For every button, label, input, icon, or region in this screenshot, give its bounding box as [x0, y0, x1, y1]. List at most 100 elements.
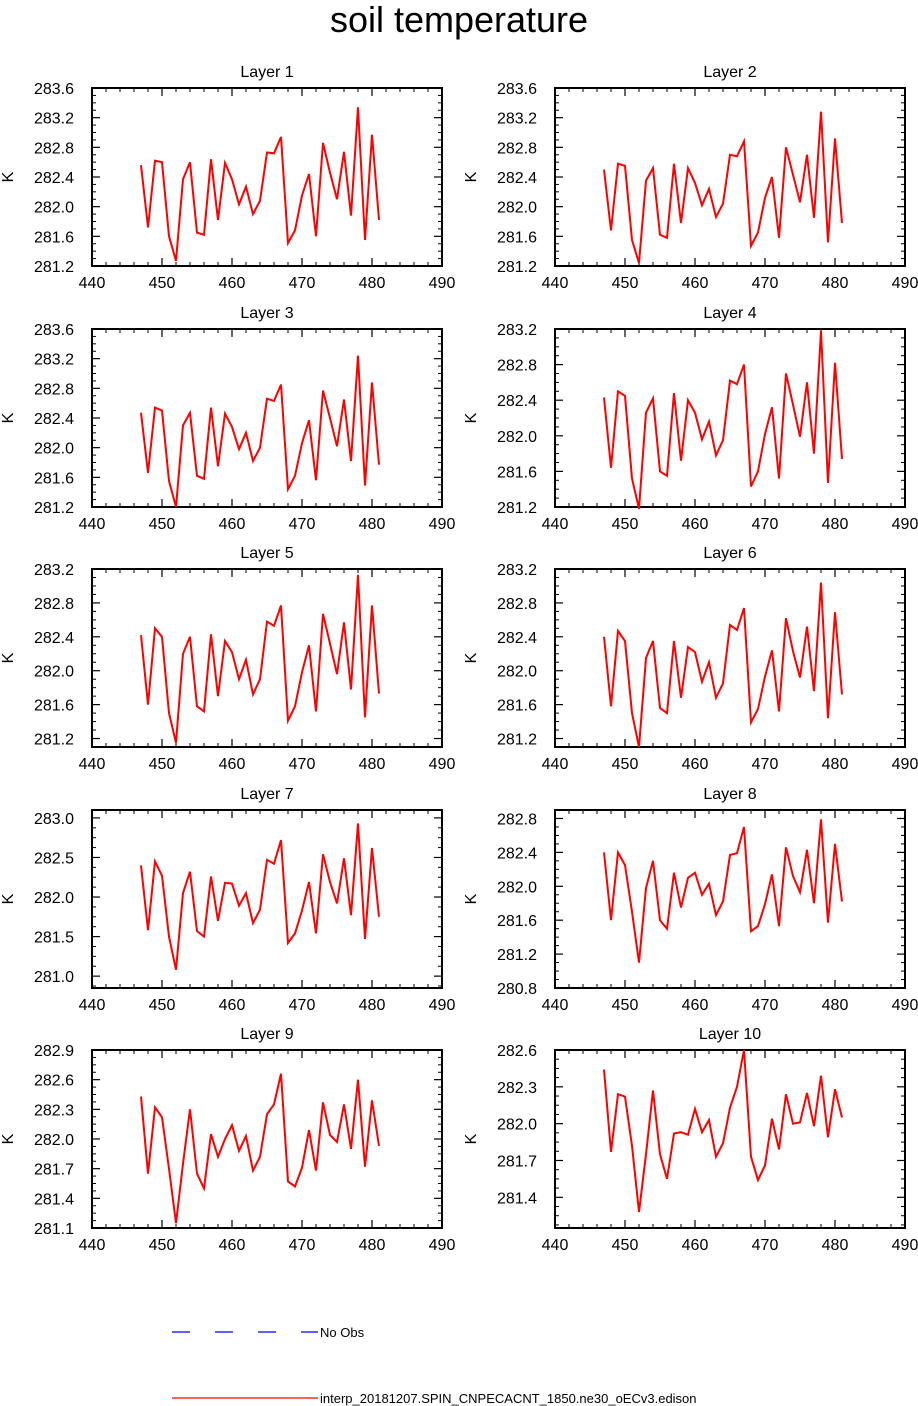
panel-7-x-tick-label: 450: [149, 997, 176, 1014]
panel-4-series-line: [603, 330, 843, 510]
panel-6-y-tick-label: 282.4: [497, 630, 537, 647]
panel-10-y-tick-label: 281.7: [497, 1153, 537, 1170]
panel-6-y-tick-label: 282.0: [497, 664, 537, 681]
panel-7-y-tick-label: 281.0: [34, 969, 74, 986]
panel-2-x-tick-label: 450: [612, 275, 639, 292]
panel-5-y-tick-label: 282.4: [34, 630, 74, 647]
panel-8-series-line: [603, 819, 843, 963]
panel-1-title: Layer 1: [240, 64, 293, 81]
panel-2-y-tick-label: 282.4: [497, 170, 537, 187]
panel-1-y-tick-label: 282.0: [34, 200, 74, 217]
panel-4-x-tick-label: 470: [752, 516, 779, 533]
panel-5-y-axis-label: K: [0, 652, 17, 663]
panel-10-x-tick-label: 470: [752, 1237, 779, 1254]
panel-6-title: Layer 6: [703, 545, 756, 562]
legend-model-label: interp_20181207.SPIN_CNPECACNT_1850.ne30…: [320, 1391, 697, 1406]
panel-10-series-line: [603, 1049, 843, 1213]
panel-5-y-tick-label: 281.6: [34, 698, 74, 715]
panel-5-title: Layer 5: [240, 545, 293, 562]
panel-2-title: Layer 2: [703, 64, 756, 81]
panel-5-x-tick-label: 470: [289, 756, 316, 773]
panel-2-y-tick-label: 282.8: [497, 140, 537, 157]
panel-9-y-tick-label: 281.7: [34, 1162, 74, 1179]
panel-4-title: Layer 4: [703, 305, 756, 322]
panel-6-y-tick-label: 282.8: [497, 596, 537, 613]
panel-4-y-tick-label: 283.2: [497, 322, 537, 339]
panel-3-y-tick-label: 282.4: [34, 411, 74, 428]
panel-2-y-axis-label: K: [463, 171, 480, 182]
panel-2-y-tick-label: 281.2: [497, 259, 537, 276]
panel-4-y-tick-label: 282.8: [497, 358, 537, 375]
panel-2-y-tick-label: 283.2: [497, 111, 537, 128]
panel-4-x-tick-label: 450: [612, 516, 639, 533]
panel-8-x-tick-label: 490: [892, 997, 918, 1014]
panel-5-x-tick-label: 460: [219, 756, 246, 773]
panel-1-y-tick-label: 282.8: [34, 140, 74, 157]
panel-5-series-line: [140, 574, 380, 744]
panel-8-plot-frame: [554, 809, 906, 989]
panel-1-y-tick-label: 281.6: [34, 229, 74, 246]
panel-9-x-tick-label: 470: [289, 1237, 316, 1254]
panel-8-y-tick-label: 281.2: [497, 947, 537, 964]
panel-2-x-tick-label: 470: [752, 275, 779, 292]
panel-2-series-line: [603, 111, 843, 264]
panel-5-y-tick-label: 282.8: [34, 596, 74, 613]
panel-3-y-axis-label: K: [0, 412, 17, 423]
panel-1-plot-frame: [91, 87, 443, 267]
panel-5-y-tick-label: 282.0: [34, 664, 74, 681]
panel-9-y-tick-label: 281.4: [34, 1191, 74, 1208]
panel-7-y-tick-label: 283.0: [34, 811, 74, 828]
panel-9-y-tick-label: 282.0: [34, 1132, 74, 1149]
panel-6-x-tick-label: 450: [612, 756, 639, 773]
panel-1-y-tick-label: 281.2: [34, 259, 74, 276]
panel-10-plot-frame: [554, 1049, 906, 1229]
panel-10-x-tick-label: 460: [682, 1237, 709, 1254]
panel-4-x-tick-label: 480: [822, 516, 849, 533]
panel-9-y-tick-label: 282.3: [34, 1102, 74, 1119]
panel-1-y-tick-label: 283.6: [34, 81, 74, 98]
panel-3-title: Layer 3: [240, 305, 293, 322]
panel-5-x-tick-label: 490: [429, 756, 456, 773]
panel-10-y-tick-label: 282.0: [497, 1117, 537, 1134]
panel-9-x-tick-label: 440: [79, 1237, 106, 1254]
panel-10-title: Layer 10: [699, 1026, 761, 1043]
panel-3-x-tick-label: 480: [359, 516, 386, 533]
main-title: soil temperature: [329, 0, 589, 40]
panel-10-y-tick-label: 281.4: [497, 1190, 537, 1207]
panel-1-x-tick-label: 440: [79, 275, 106, 292]
panel-10-x-tick-label: 450: [612, 1237, 639, 1254]
panel-7-y-tick-label: 282.0: [34, 890, 74, 907]
panel-3-y-tick-label: 281.2: [34, 500, 74, 517]
panel-1-x-tick-label: 470: [289, 275, 316, 292]
panel-2-x-tick-label: 490: [892, 275, 918, 292]
panel-9-y-tick-label: 282.9: [34, 1043, 74, 1060]
panel-9-y-tick-label: 282.6: [34, 1073, 74, 1090]
panel-3-x-tick-label: 470: [289, 516, 316, 533]
panel-7-x-tick-label: 460: [219, 997, 246, 1014]
panel-7-y-axis-label: K: [0, 893, 17, 904]
panel-3-y-tick-label: 282.0: [34, 441, 74, 458]
panel-5-x-tick-label: 450: [149, 756, 176, 773]
panel-7-x-tick-label: 440: [79, 997, 106, 1014]
panel-7-x-tick-label: 480: [359, 997, 386, 1014]
panel-2-x-tick-label: 480: [822, 275, 849, 292]
panel-5-x-tick-label: 440: [79, 756, 106, 773]
panel-2-x-tick-label: 460: [682, 275, 709, 292]
panel-3-y-tick-label: 281.6: [34, 470, 74, 487]
panel-8-x-tick-label: 450: [612, 997, 639, 1014]
panel-3-y-tick-label: 282.8: [34, 381, 74, 398]
panel-4-y-tick-label: 281.6: [497, 464, 537, 481]
panel-5-y-tick-label: 283.2: [34, 562, 74, 579]
panel-7-x-tick-label: 490: [429, 997, 456, 1014]
panel-2-x-tick-label: 440: [542, 275, 569, 292]
panel-8-y-axis-label: K: [463, 893, 480, 904]
panel-10-x-tick-label: 440: [542, 1237, 569, 1254]
panel-9-x-tick-label: 480: [359, 1237, 386, 1254]
panel-7-y-tick-label: 281.5: [34, 930, 74, 947]
panel-1-x-tick-label: 490: [429, 275, 456, 292]
panel-2-y-tick-label: 283.6: [497, 81, 537, 98]
legend-obs-label: No Obs: [320, 1325, 365, 1340]
panel-10-y-tick-label: 282.6: [497, 1043, 537, 1060]
panel-4-y-tick-label: 281.2: [497, 500, 537, 517]
